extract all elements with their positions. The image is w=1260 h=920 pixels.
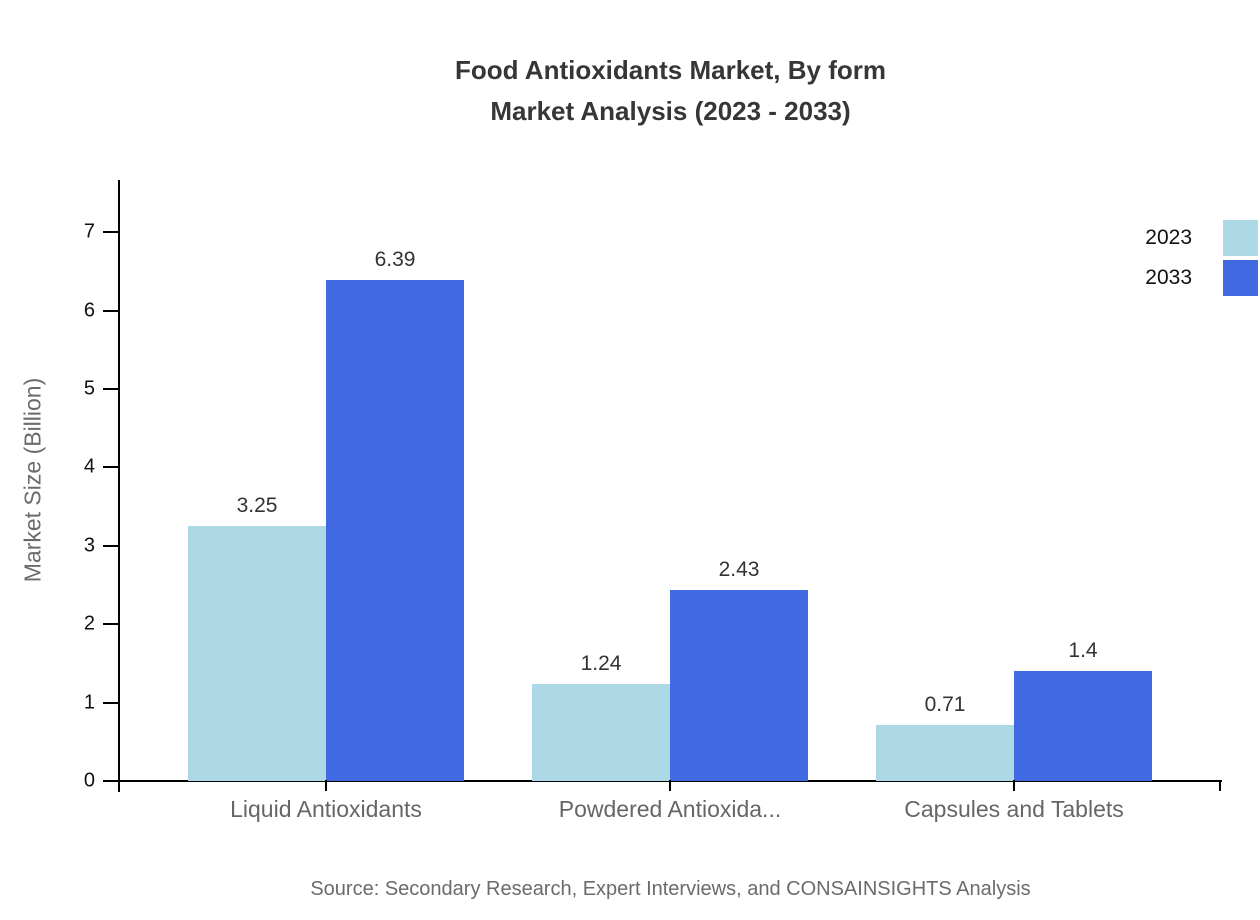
- x-tick-mark-capsules-and-tablets: [1013, 780, 1015, 791]
- legend-swatch-2023: [1223, 220, 1258, 256]
- x-category-label-liquid-antioxidants: Liquid Antioxidants: [230, 796, 422, 822]
- y-tick-mark-6: [103, 310, 119, 312]
- y-tick-mark-4: [103, 466, 119, 468]
- y-tick-label-2: 2: [83, 612, 95, 635]
- bar-2023-powdered-antioxida: [532, 684, 670, 781]
- value-label-2033-powdered-antioxida: 2.43: [718, 558, 760, 581]
- x-category-label-capsules-and-tablets: Capsules and Tablets: [904, 796, 1124, 822]
- y-tick-label-0: 0: [83, 769, 95, 792]
- x-axis-end-tick: [1219, 780, 1221, 791]
- legend-item-2033: 2033: [1145, 260, 1258, 296]
- y-tick-label-7: 7: [83, 220, 95, 243]
- y-axis-title: Market Size (Billion): [19, 377, 46, 583]
- x-tick-mark-liquid-antioxidants: [325, 780, 327, 791]
- legend-item-2023: 2023: [1145, 220, 1258, 256]
- value-label-2033-capsules-and-tablets: 1.4: [1068, 639, 1098, 662]
- value-label-2023-powdered-antioxida: 1.24: [580, 652, 622, 675]
- legend-swatch-2033: [1223, 260, 1258, 296]
- bar-2023-liquid-antioxidants: [188, 526, 326, 781]
- y-tick-mark-2: [103, 623, 119, 625]
- y-axis-line: [118, 180, 120, 792]
- x-tick-mark-powdered-antioxida: [669, 780, 671, 791]
- legend-label-2023: 2023: [1145, 226, 1192, 249]
- value-label-2023-liquid-antioxidants: 3.25: [236, 494, 278, 517]
- y-tick-label-6: 6: [83, 299, 95, 322]
- value-label-2033-liquid-antioxidants: 6.39: [374, 248, 416, 271]
- y-tick-mark-7: [103, 231, 119, 233]
- source-note: Source: Secondary Research, Expert Inter…: [310, 878, 1031, 900]
- y-tick-mark-3: [103, 545, 119, 547]
- legend-label-2033: 2033: [1145, 266, 1192, 289]
- legend: 2023 2033: [1145, 220, 1258, 300]
- y-tick-label-5: 5: [83, 377, 95, 400]
- x-category-label-powdered-antioxida: Powdered Antioxida...: [558, 796, 782, 822]
- y-tick-label-1: 1: [83, 691, 95, 714]
- bar-2033-powdered-antioxida: [670, 590, 808, 781]
- bar-2033-capsules-and-tablets: [1014, 671, 1152, 781]
- bar-2033-liquid-antioxidants: [326, 280, 464, 781]
- value-label-2023-capsules-and-tablets: 0.71: [924, 693, 966, 716]
- y-tick-mark-0: [103, 780, 119, 782]
- y-tick-label-3: 3: [83, 534, 95, 557]
- bar-2023-capsules-and-tablets: [876, 725, 1014, 781]
- chart-title: Food Antioxidants Market, By form Market…: [119, 50, 1222, 132]
- y-tick-mark-5: [103, 388, 119, 390]
- chart-title-line-1: Food Antioxidants Market, By form: [455, 55, 886, 85]
- y-tick-label-4: 4: [83, 455, 95, 478]
- y-tick-mark-1: [103, 702, 119, 704]
- chart-title-line-2: Market Analysis (2023 - 2033): [490, 96, 851, 126]
